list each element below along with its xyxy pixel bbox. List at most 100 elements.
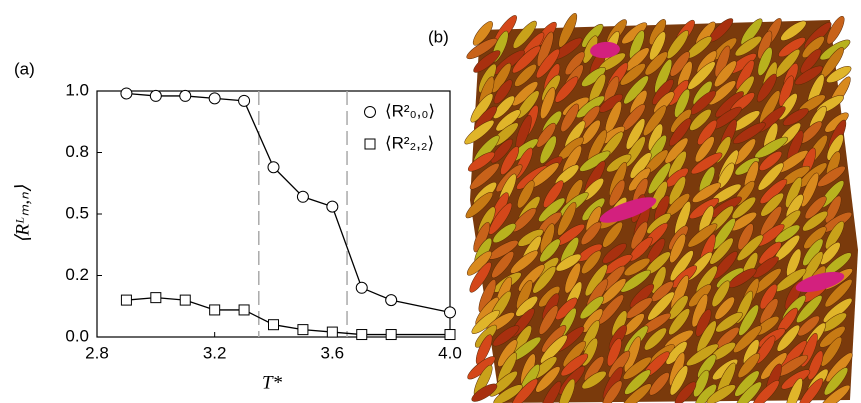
rod	[510, 250, 539, 274]
rod	[798, 378, 824, 403]
rod	[473, 50, 501, 73]
rod	[697, 119, 718, 146]
rod	[620, 63, 646, 86]
rod	[778, 75, 794, 107]
rod	[541, 381, 562, 403]
marker	[326, 326, 338, 338]
rod	[817, 165, 846, 188]
marker	[444, 306, 456, 319]
rod	[643, 105, 667, 136]
rod	[581, 119, 601, 145]
rod	[757, 46, 773, 76]
rod	[668, 118, 692, 147]
rod	[647, 291, 675, 321]
rod	[649, 31, 666, 61]
rod	[785, 377, 803, 403]
rod	[754, 136, 788, 159]
rod	[649, 372, 670, 396]
rod	[824, 195, 842, 224]
rod	[465, 191, 494, 219]
marker	[444, 329, 456, 341]
rod	[581, 250, 602, 275]
legend-label: ⟨R²₂,₂⟩	[385, 133, 434, 152]
rod	[687, 223, 718, 248]
rod	[694, 136, 715, 163]
rod	[554, 76, 579, 103]
rod	[794, 65, 824, 86]
rod	[539, 135, 557, 164]
marker	[356, 329, 368, 341]
rod	[826, 65, 852, 84]
rod	[555, 253, 582, 272]
rod	[535, 366, 561, 393]
rod	[709, 237, 734, 265]
rod	[669, 365, 689, 396]
rod	[800, 172, 819, 207]
rod	[825, 220, 845, 250]
rod	[540, 334, 568, 364]
rod	[759, 151, 783, 171]
rod	[752, 256, 779, 279]
rod	[471, 383, 498, 402]
legend-marker	[364, 106, 376, 118]
rod	[757, 162, 784, 191]
rod	[738, 304, 759, 336]
rod	[674, 381, 697, 403]
rod	[731, 196, 756, 220]
rod	[630, 221, 648, 250]
rod	[785, 176, 803, 208]
rod	[647, 162, 671, 194]
rod	[564, 262, 581, 294]
marker	[209, 304, 221, 316]
rod	[756, 73, 777, 103]
marker	[297, 324, 309, 336]
rod	[758, 241, 782, 265]
rod	[666, 30, 689, 59]
rod	[543, 180, 564, 208]
y-tick-label: 1.0	[65, 80, 89, 99]
rod	[517, 180, 535, 209]
rod	[735, 381, 762, 403]
rod	[714, 296, 735, 320]
rod	[558, 12, 578, 48]
rod	[606, 338, 622, 367]
rod	[492, 95, 515, 119]
series-line	[126, 92, 451, 314]
rod	[693, 369, 710, 398]
rod	[736, 234, 764, 261]
x-tick-label: 3.2	[203, 343, 227, 362]
rod	[602, 380, 623, 403]
rod	[622, 356, 652, 380]
rod	[668, 308, 691, 336]
rod	[464, 120, 495, 145]
rod	[490, 138, 513, 164]
marker	[238, 94, 251, 107]
rod	[826, 134, 844, 161]
rod	[674, 88, 691, 118]
rod	[804, 196, 827, 220]
rod	[714, 60, 737, 88]
marker	[385, 294, 398, 307]
y-axis-label: ⟨Rᴸₘ,ₙ⟩	[12, 184, 33, 243]
rod	[708, 80, 737, 105]
marker	[355, 281, 368, 294]
rendering	[464, 12, 858, 403]
marker	[120, 294, 132, 306]
rod	[580, 221, 602, 245]
rod	[797, 315, 820, 337]
marker	[238, 304, 250, 316]
rod	[737, 352, 761, 378]
rod	[776, 324, 800, 352]
rod	[466, 38, 498, 60]
rod	[826, 15, 845, 45]
rod	[500, 146, 520, 175]
rod	[488, 202, 513, 235]
rod	[690, 152, 723, 175]
rod	[536, 48, 560, 79]
rod	[782, 108, 809, 126]
rod	[795, 271, 845, 293]
marker	[149, 89, 162, 102]
y-tick-label: 0.8	[65, 142, 89, 161]
rod	[695, 308, 712, 337]
